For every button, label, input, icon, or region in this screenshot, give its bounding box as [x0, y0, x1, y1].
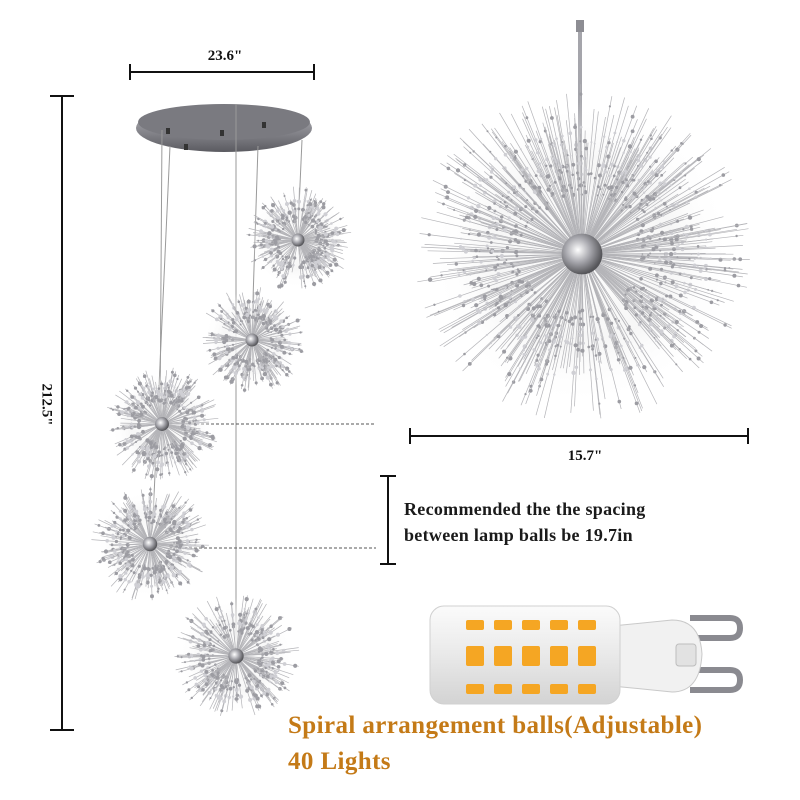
led-chip	[466, 684, 484, 694]
led-chip	[550, 620, 568, 630]
led-chip	[578, 646, 596, 666]
led-chip	[522, 646, 540, 666]
spacing-note-line-2: between lamp balls be 19.7in	[404, 525, 633, 545]
crystal-ball-closeup	[417, 84, 750, 419]
crystal-ball-1	[246, 186, 352, 290]
spacing-note: Recommended the the spacing between lamp…	[404, 496, 764, 548]
spacing-bracket	[380, 475, 396, 565]
caption-line-2: 40 Lights	[288, 748, 391, 775]
overall-height-label: 212.5"	[38, 383, 55, 426]
ceiling-canopy	[136, 104, 312, 152]
canopy-width-label: 23.6"	[207, 48, 243, 64]
spacing-note-line-1: Recommended the the spacing	[404, 499, 646, 519]
crystal-ball-3	[107, 367, 219, 481]
caption-line-1: Spiral arrangement balls(Adjustable)	[288, 712, 703, 739]
led-chip	[494, 684, 512, 694]
led-chip	[466, 646, 484, 666]
crystal-ball-2	[202, 287, 304, 393]
crystal-ball-4	[91, 486, 209, 601]
led-chip	[522, 684, 540, 694]
canopy-width-dimension	[129, 64, 315, 80]
led-chip	[578, 684, 596, 694]
led-chip	[466, 620, 484, 630]
led-chip	[494, 646, 512, 666]
led-chip	[522, 620, 540, 630]
led-bulb-inset	[429, 605, 744, 705]
ball-diameter-label: 15.7"	[567, 448, 603, 464]
crystal-ball-5	[174, 595, 300, 716]
led-chip	[550, 646, 568, 666]
height-dimension	[50, 95, 74, 731]
led-chip	[550, 684, 568, 694]
product-caption: Spiral arrangement balls(Adjustable) 40 …	[288, 708, 798, 780]
ball-diameter-dimension	[409, 428, 749, 444]
led-chip	[578, 620, 596, 630]
led-chip	[494, 620, 512, 630]
